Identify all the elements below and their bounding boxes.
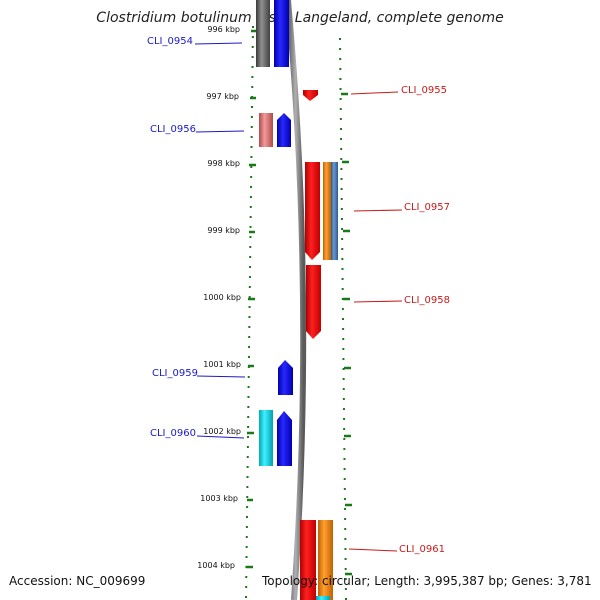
gene-feature-cyan[interactable] bbox=[316, 596, 330, 600]
major-ticks bbox=[246, 29, 352, 576]
left-tick-column bbox=[245, 25, 254, 600]
gene-label-cli-0955[interactable]: CLI_0955 bbox=[401, 85, 447, 96]
kbp-label: 999 kbp bbox=[207, 226, 240, 235]
right-leader-lines bbox=[348, 91, 403, 552]
gene-arrow-red[interactable] bbox=[305, 162, 320, 260]
gene-feature-orange[interactable] bbox=[323, 162, 331, 260]
kbp-label: 1001 kbp bbox=[203, 360, 241, 369]
gene-label-cli-0956[interactable]: CLI_0956 bbox=[150, 124, 196, 135]
gene-arrow-red[interactable] bbox=[303, 90, 318, 101]
gene-feature-orange[interactable] bbox=[318, 520, 333, 600]
gene-block-cli-0961[interactable] bbox=[300, 520, 333, 600]
gene-block-cli-0959[interactable] bbox=[278, 360, 293, 395]
gene-arrow-blue[interactable] bbox=[277, 411, 292, 466]
gene-label-cli-0959[interactable]: CLI_0959 bbox=[152, 368, 198, 379]
accession-text: Accession: NC_009699 bbox=[9, 574, 146, 588]
gene-block-cli-0955[interactable] bbox=[303, 90, 318, 101]
gene-block-cli-0954[interactable] bbox=[256, 0, 289, 67]
left-leader-lines bbox=[194, 42, 246, 439]
gene-label-cli-0957[interactable]: CLI_0957 bbox=[404, 202, 450, 213]
genome-title: Clostridium botulinum F str. Langeland, … bbox=[96, 10, 504, 26]
gene-label-cli-0961[interactable]: CLI_0961 bbox=[399, 544, 445, 555]
gene-block-cli-0956[interactable] bbox=[259, 113, 291, 147]
right-tick-column bbox=[339, 37, 347, 600]
gene-feature-pink[interactable] bbox=[259, 113, 273, 147]
kbp-label: 1003 kbp bbox=[200, 494, 238, 503]
kbp-label: 1002 kbp bbox=[203, 427, 241, 436]
gene-arrow-red[interactable] bbox=[306, 265, 321, 339]
gene-block-cli-0957[interactable] bbox=[305, 162, 338, 260]
gene-feature-blue[interactable] bbox=[274, 0, 289, 67]
gene-block-cli-0960[interactable] bbox=[259, 410, 292, 466]
gene-block-cli-0958[interactable] bbox=[306, 265, 321, 339]
genome-backbone bbox=[285, 0, 307, 600]
gene-arrow-blue[interactable] bbox=[277, 113, 291, 147]
gene-feature-steel[interactable] bbox=[331, 162, 338, 260]
gene-feature-red[interactable] bbox=[300, 520, 316, 600]
kbp-label: 1000 kbp bbox=[203, 293, 241, 302]
kbp-label: 998 kbp bbox=[207, 159, 240, 168]
kbp-label: 997 kbp bbox=[206, 92, 239, 101]
gene-label-cli-0960[interactable]: CLI_0960 bbox=[150, 428, 196, 439]
gene-feature-cyan[interactable] bbox=[259, 410, 273, 466]
kbp-label: 1004 kbp bbox=[197, 561, 235, 570]
topology-summary: Topology: circular; Length: 3,995,387 bp… bbox=[262, 574, 592, 588]
gene-feature-grey[interactable] bbox=[256, 0, 270, 67]
gene-label-cli-0954[interactable]: CLI_0954 bbox=[147, 36, 193, 47]
gene-arrow-blue[interactable] bbox=[278, 360, 293, 395]
gene-label-cli-0958[interactable]: CLI_0958 bbox=[404, 295, 450, 306]
kbp-label: 996 kbp bbox=[180, 25, 240, 34]
